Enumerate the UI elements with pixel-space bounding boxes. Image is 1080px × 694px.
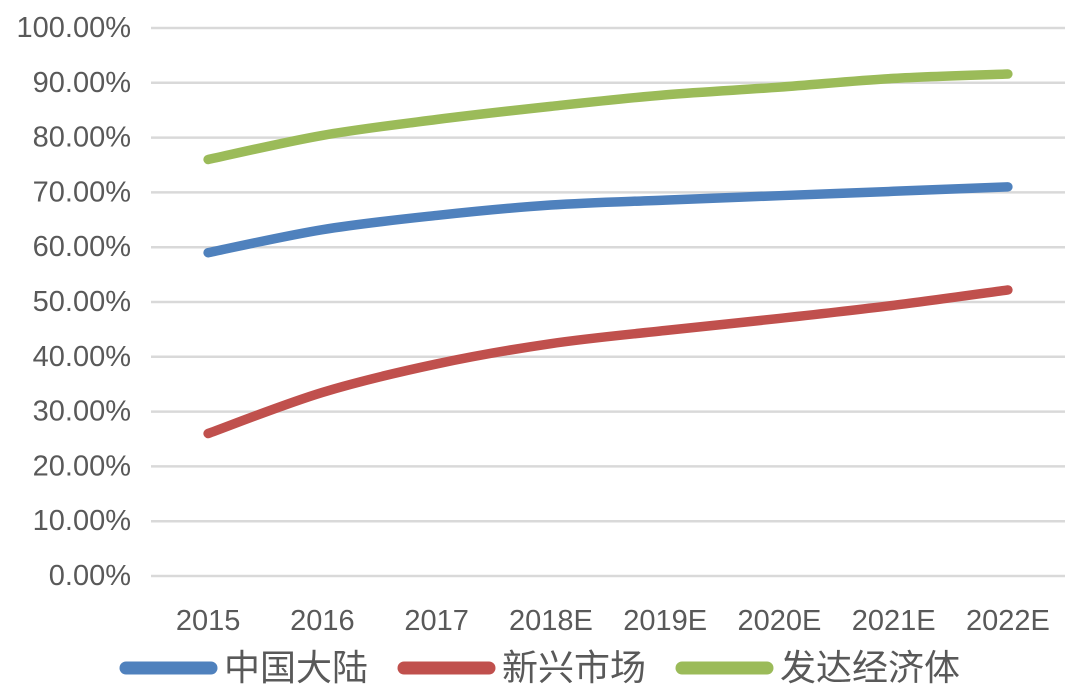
legend-item-2: 发达经济体 (675, 648, 960, 688)
x-tick-label: 2017 (404, 605, 469, 637)
x-tick-label: 2016 (290, 605, 355, 637)
x-axis-labels: 2015 2016 2017 2018E 2019E 2020E 2021E 2022E (176, 605, 1050, 637)
legend-item-1: 新兴市场 (397, 648, 646, 688)
series-line-1 (203, 285, 1013, 439)
legend-label-0: 中国大陆 (224, 648, 368, 688)
y-tick-label: 70.00% (33, 176, 131, 208)
x-tick-label: 2022E (966, 605, 1050, 637)
y-tick-label: 50.00% (33, 286, 131, 318)
legend-label-1: 新兴市场 (502, 648, 646, 688)
series-line-2 (203, 69, 1013, 165)
y-tick-label: 0.00% (49, 560, 131, 592)
y-tick-label: 80.00% (33, 122, 131, 154)
y-axis-labels: 0.00% 10.00% 20.00% 30.00% 40.00% 50.00% 60.00… (17, 12, 132, 592)
legend: 中国大陆 新兴市场 发达经济体 (119, 648, 960, 688)
y-tick-label: 90.00% (33, 67, 131, 99)
y-tick-label: 10.00% (33, 505, 131, 537)
y-tick-label: 30.00% (33, 396, 131, 428)
y-tick-label: 60.00% (33, 231, 131, 263)
legend-label-2: 发达经济体 (780, 648, 960, 688)
x-tick-label: 2021E (852, 605, 936, 637)
y-tick-label: 100.00% (17, 12, 132, 44)
legend-item-0: 中国大陆 (119, 648, 368, 688)
x-tick-label: 2018E (509, 605, 593, 637)
y-tick-label: 20.00% (33, 450, 131, 482)
gridlines (151, 26, 1065, 578)
x-tick-label: 2019E (623, 605, 707, 637)
x-tick-label: 2020E (737, 605, 821, 637)
series-line-0 (203, 182, 1013, 258)
y-tick-label: 40.00% (33, 341, 131, 373)
x-tick-label: 2015 (176, 605, 241, 637)
